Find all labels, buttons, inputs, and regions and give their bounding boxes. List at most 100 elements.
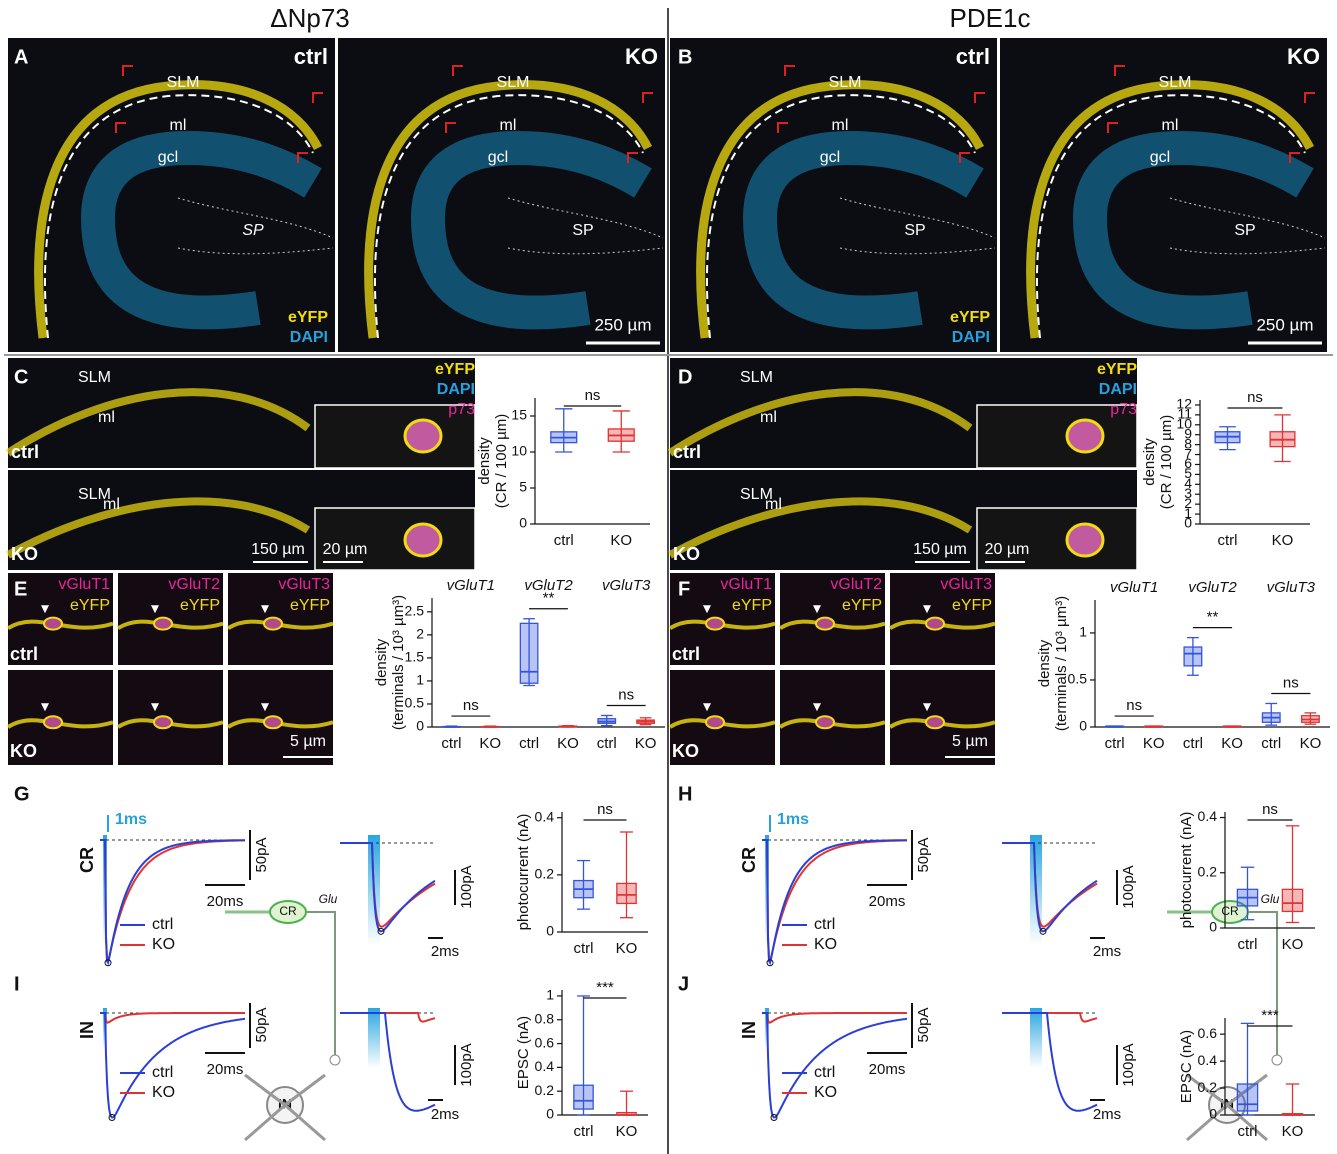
boundary	[43, 94, 314, 339]
inset	[314, 404, 476, 469]
label: eYFP	[950, 309, 990, 326]
label: CR	[77, 847, 97, 873]
label: vGluT3	[278, 576, 330, 593]
x-tick-label: KO	[557, 735, 579, 752]
y-tick-label: 10	[1176, 416, 1192, 432]
fibers	[6, 497, 311, 559]
bouton	[153, 715, 173, 730]
y-tick-label: 0.4	[535, 808, 555, 824]
label: Glu	[1261, 892, 1280, 906]
bouton	[925, 616, 945, 631]
boundary	[1169, 197, 1326, 239]
label: 50pA	[253, 1007, 270, 1042]
y-tick-label: 0.2	[1198, 863, 1218, 879]
x-tick-label: KO	[1282, 1123, 1304, 1140]
label: 250 µm	[594, 315, 651, 334]
trace	[1002, 842, 1098, 933]
x-tick-label: ctrl	[574, 1123, 594, 1140]
label: 20ms	[869, 1061, 906, 1078]
label: ctrl	[672, 644, 700, 664]
label: SLM	[78, 486, 111, 503]
boundary	[705, 94, 976, 339]
x-tick-label: ctrl	[519, 735, 539, 752]
label: eYFP	[435, 361, 475, 378]
arrowhead	[261, 605, 269, 614]
y-tick-label: 0.2	[535, 1082, 555, 1098]
axon	[1248, 911, 1278, 1060]
panel-letter: D	[678, 366, 692, 388]
label: 5 µm	[290, 733, 326, 750]
label: 50pA	[915, 837, 932, 872]
y-tick-label: 0.6	[535, 1034, 555, 1050]
label: p73	[448, 401, 475, 418]
y-tick-label: 5	[1184, 465, 1192, 481]
box	[573, 1084, 594, 1110]
arrowhead	[813, 703, 821, 712]
label: KO	[10, 741, 37, 761]
granule-layer	[1072, 130, 1314, 330]
significance-label: **	[1207, 609, 1219, 626]
label: 2ms	[431, 943, 459, 960]
label: ml	[103, 496, 120, 513]
group-label: vGluT2	[524, 577, 573, 594]
roi-bracket	[642, 92, 653, 103]
y-tick-label: 0	[1209, 919, 1217, 935]
bouton	[925, 715, 945, 730]
arrowhead	[151, 605, 159, 614]
label: gcl	[820, 149, 840, 166]
label: ctrl	[956, 44, 990, 69]
y-tick-label: 6	[1184, 455, 1192, 471]
label: 20ms	[207, 893, 244, 910]
label: gcl	[1150, 149, 1170, 166]
y-axis-label: (terminals / 10³ µm³)	[1053, 596, 1070, 731]
dendrite	[1186, 1103, 1228, 1142]
y-axis-label: photocurrent (nA)	[1178, 812, 1195, 929]
cell-body	[1065, 522, 1105, 558]
y-axis-label: density	[1036, 639, 1053, 687]
group-label: vGluT2	[1188, 579, 1237, 596]
x-tick-label: KO	[1143, 735, 1165, 752]
y-tick-label: 0.4	[1198, 1052, 1218, 1068]
panel-letter: E	[14, 578, 27, 600]
y-tick-label: 0	[546, 923, 554, 939]
trace	[340, 1012, 436, 1112]
label: p73	[1110, 401, 1137, 418]
y-tick-label: 2	[416, 626, 424, 642]
column-header: ΔNp73	[270, 3, 350, 33]
legend-label: KO	[814, 936, 837, 953]
label: KO	[672, 741, 699, 761]
y-axis-label: (terminals / 10³ µm³)	[390, 595, 407, 730]
boundary	[177, 197, 334, 239]
y-tick-label: 0.4	[1198, 808, 1218, 824]
trace	[100, 839, 245, 966]
panel-letter: G	[14, 783, 30, 805]
label: 1ms	[777, 811, 809, 828]
box	[1281, 888, 1304, 913]
roi-bracket	[974, 92, 985, 103]
label: ml	[765, 496, 782, 513]
light-stim	[1030, 1008, 1042, 1068]
granule-layer	[80, 130, 322, 330]
dendrite	[244, 1073, 286, 1107]
label: ctrl	[10, 644, 38, 664]
micrograph	[670, 670, 775, 765]
label: DAPI	[437, 381, 475, 398]
label: DAPI	[952, 329, 990, 346]
label: CR	[1221, 904, 1239, 918]
y-tick-label: 0	[1079, 718, 1087, 734]
label: ml	[832, 117, 849, 134]
arrowhead	[41, 605, 49, 614]
arrowhead	[703, 605, 711, 614]
significance-label: ns	[463, 697, 479, 714]
y-axis-label: density	[1141, 438, 1158, 486]
micrograph	[8, 670, 113, 765]
bouton	[153, 616, 173, 631]
label: ctrl	[673, 442, 701, 462]
y-axis-label: photocurrent (nA)	[515, 814, 532, 931]
label: eYFP	[952, 597, 992, 614]
label: SP	[242, 222, 264, 239]
arrowhead	[703, 703, 711, 712]
roi-bracket	[959, 152, 970, 163]
label: 100pA	[458, 865, 475, 908]
trace	[100, 1012, 245, 1024]
